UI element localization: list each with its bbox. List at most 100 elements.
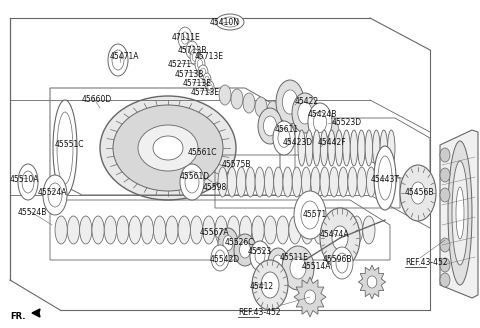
Ellipse shape — [350, 130, 358, 166]
Ellipse shape — [456, 187, 464, 239]
Ellipse shape — [252, 216, 264, 244]
Ellipse shape — [374, 146, 396, 210]
Text: 45561D: 45561D — [180, 172, 210, 181]
Ellipse shape — [329, 167, 338, 197]
Ellipse shape — [264, 116, 276, 136]
Ellipse shape — [411, 182, 425, 204]
Ellipse shape — [440, 188, 450, 202]
Text: FR.: FR. — [10, 312, 25, 321]
Ellipse shape — [440, 148, 450, 162]
Ellipse shape — [332, 226, 348, 250]
Ellipse shape — [363, 216, 375, 244]
Ellipse shape — [291, 109, 303, 129]
Ellipse shape — [104, 216, 117, 244]
Ellipse shape — [283, 167, 292, 197]
Ellipse shape — [255, 249, 265, 263]
Ellipse shape — [376, 167, 385, 197]
Ellipse shape — [268, 248, 288, 276]
Ellipse shape — [234, 234, 256, 266]
Text: 47111E: 47111E — [172, 33, 201, 42]
Polygon shape — [359, 265, 385, 299]
Text: 45524A: 45524A — [38, 188, 68, 197]
Ellipse shape — [218, 228, 238, 258]
Ellipse shape — [18, 164, 38, 200]
Ellipse shape — [440, 258, 450, 272]
Ellipse shape — [320, 208, 360, 268]
Ellipse shape — [303, 113, 315, 133]
Text: 45422: 45422 — [295, 97, 319, 106]
Ellipse shape — [338, 216, 350, 244]
Ellipse shape — [190, 49, 200, 65]
Ellipse shape — [289, 216, 301, 244]
Ellipse shape — [400, 165, 436, 221]
Ellipse shape — [178, 27, 192, 49]
Ellipse shape — [338, 167, 348, 197]
Ellipse shape — [195, 56, 205, 72]
Ellipse shape — [301, 167, 311, 197]
Ellipse shape — [154, 216, 166, 244]
Text: 45713E: 45713E — [195, 52, 224, 61]
Ellipse shape — [252, 260, 288, 310]
Ellipse shape — [365, 130, 372, 166]
Ellipse shape — [240, 242, 251, 258]
Ellipse shape — [264, 216, 276, 244]
Ellipse shape — [113, 105, 223, 191]
Text: 45713B: 45713B — [178, 46, 207, 55]
Ellipse shape — [240, 216, 252, 244]
Ellipse shape — [282, 90, 298, 114]
Text: 45524B: 45524B — [18, 208, 48, 217]
Ellipse shape — [180, 164, 204, 200]
Text: 45474A: 45474A — [320, 230, 349, 239]
Ellipse shape — [250, 241, 270, 271]
Ellipse shape — [358, 130, 365, 166]
Text: 45442F: 45442F — [318, 138, 347, 147]
Ellipse shape — [191, 216, 203, 244]
Ellipse shape — [366, 167, 376, 197]
Text: 45526C: 45526C — [225, 238, 254, 247]
Text: 45443T: 45443T — [371, 175, 400, 184]
Polygon shape — [440, 130, 478, 298]
Ellipse shape — [380, 130, 387, 166]
Ellipse shape — [117, 216, 129, 244]
Text: 45412: 45412 — [250, 282, 274, 291]
Ellipse shape — [261, 272, 279, 298]
Text: 45471A: 45471A — [110, 52, 140, 61]
Text: 45523D: 45523D — [332, 118, 362, 127]
Ellipse shape — [336, 130, 343, 166]
Ellipse shape — [276, 80, 304, 124]
Ellipse shape — [320, 167, 329, 197]
Ellipse shape — [273, 121, 295, 155]
Ellipse shape — [231, 89, 243, 109]
Ellipse shape — [343, 130, 350, 166]
Ellipse shape — [326, 216, 338, 244]
Ellipse shape — [298, 102, 312, 124]
Ellipse shape — [227, 167, 237, 197]
Ellipse shape — [367, 276, 377, 288]
Text: 45510A: 45510A — [10, 175, 39, 184]
Text: 45424B: 45424B — [308, 110, 337, 119]
Ellipse shape — [313, 112, 326, 133]
Ellipse shape — [246, 167, 255, 197]
Text: 45271: 45271 — [168, 60, 192, 69]
Ellipse shape — [153, 136, 183, 160]
Ellipse shape — [166, 216, 178, 244]
Ellipse shape — [129, 216, 141, 244]
Ellipse shape — [216, 14, 244, 30]
Ellipse shape — [279, 105, 291, 125]
Ellipse shape — [264, 167, 274, 197]
Polygon shape — [32, 309, 40, 317]
Ellipse shape — [276, 216, 289, 244]
Text: 45511E: 45511E — [280, 253, 309, 262]
Ellipse shape — [290, 257, 306, 279]
Ellipse shape — [308, 103, 332, 141]
Ellipse shape — [55, 216, 67, 244]
Ellipse shape — [108, 44, 128, 76]
Ellipse shape — [228, 216, 240, 244]
Ellipse shape — [294, 191, 326, 239]
Ellipse shape — [305, 130, 313, 166]
Text: REF.43-452: REF.43-452 — [238, 308, 281, 317]
Text: 45611: 45611 — [275, 125, 299, 134]
Ellipse shape — [313, 216, 326, 244]
Text: 45456B: 45456B — [405, 188, 434, 197]
Ellipse shape — [304, 290, 316, 304]
